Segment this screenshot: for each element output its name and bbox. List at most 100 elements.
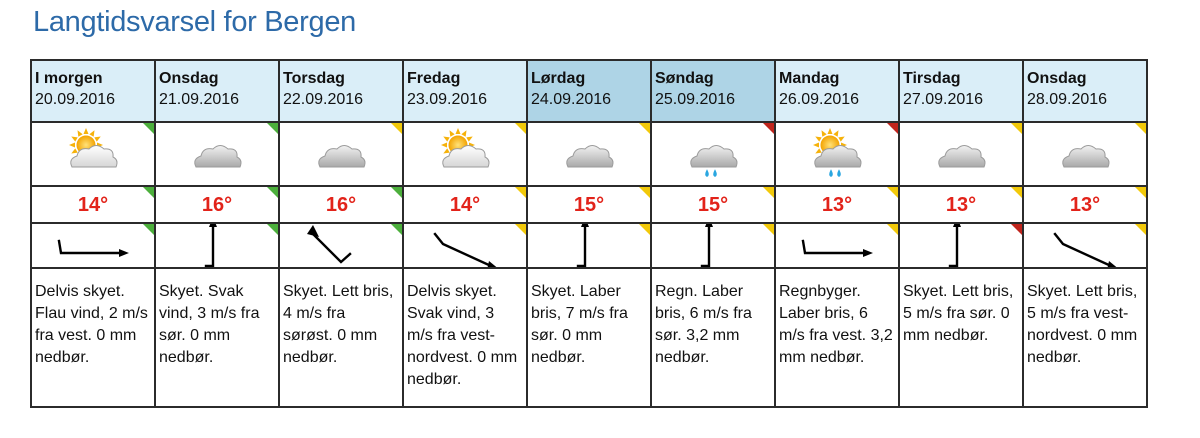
forecast-description: Regnbyger. Laber bris, 6 m/s fra vest. 3… xyxy=(779,283,893,366)
day-header-cell: I morgen 20.09.2016 xyxy=(30,59,156,123)
forecast-quality-marker xyxy=(1011,187,1022,198)
weather-icon-cell xyxy=(650,121,776,187)
temperature-value: 16° xyxy=(325,194,357,216)
temperature-row: 14° 16° 16° 14° 15° 15° 13° 13° 13° xyxy=(30,185,1148,224)
temperature-cell: 13° xyxy=(774,185,900,224)
temperature-cell: 16° xyxy=(278,185,404,224)
forecast-quality-marker xyxy=(887,224,898,235)
day-header-cell: Tirsdag 27.09.2016 xyxy=(898,59,1024,123)
forecast-description: Delvis skyet. Svak vind, 3 m/s fra vest-… xyxy=(407,283,518,388)
temperature-value: 15° xyxy=(573,194,605,216)
wind-arrow-icon xyxy=(801,239,873,257)
temperature-value: 13° xyxy=(945,194,977,216)
cloud-icon xyxy=(318,145,366,168)
temperature-cell: 13° xyxy=(898,185,1024,224)
temperature-cell: 15° xyxy=(526,185,652,224)
forecast-quality-marker xyxy=(391,187,402,198)
day-header-cell: Torsdag 22.09.2016 xyxy=(278,59,404,123)
wind-arrow-icon xyxy=(700,224,713,267)
forecast-quality-marker xyxy=(391,123,402,134)
weather-icon-row xyxy=(30,121,1148,187)
day-header-row: I morgen 20.09.2016 Onsdag 21.09.2016 Torsda… xyxy=(30,59,1148,123)
day-name: I morgen xyxy=(35,70,103,87)
day-date: 25.09.2016 xyxy=(655,91,736,108)
day-name: Tirsdag xyxy=(903,70,961,87)
cloud-icon xyxy=(566,145,614,168)
temperature-cell: 14° xyxy=(30,185,156,224)
wind-cell xyxy=(278,222,404,269)
day-header-cell: Fredag 23.09.2016 xyxy=(402,59,528,123)
forecast-quality-marker xyxy=(143,187,154,198)
wind-cell xyxy=(402,222,528,269)
temperature-cell: 15° xyxy=(650,185,776,224)
weather-icon-cell xyxy=(402,121,528,187)
forecast-quality-marker xyxy=(515,224,526,235)
forecast-quality-marker xyxy=(1135,187,1146,198)
wind-cell xyxy=(774,222,900,269)
wind-cell xyxy=(154,222,280,269)
forecast-description-cell: Regnbyger. Laber bris, 6 m/s fra vest. 3… xyxy=(774,267,900,408)
forecast-quality-marker xyxy=(639,123,650,134)
day-date: 24.09.2016 xyxy=(531,91,612,108)
weather-icon-cell xyxy=(154,121,280,187)
day-header-cell: Mandag 26.09.2016 xyxy=(774,59,900,123)
wind-cell xyxy=(650,222,776,269)
weather-icon-cell xyxy=(526,121,652,187)
temperature-value: 13° xyxy=(1069,194,1101,216)
temperature-value: 14° xyxy=(449,194,481,216)
forecast-description: Skyet. Laber bris, 7 m/s fra sør. 0 mm n… xyxy=(531,283,628,366)
cloud-icon xyxy=(938,145,986,168)
day-name: Lørdag xyxy=(531,70,586,87)
day-name: Onsdag xyxy=(159,70,219,87)
day-date: 20.09.2016 xyxy=(35,91,116,108)
forecast-description-cell: Skyet. Lett bris, 4 m/s fra sørøst. 0 mm… xyxy=(278,267,404,408)
forecast-quality-marker xyxy=(515,187,526,198)
forecast-quality-marker xyxy=(391,224,402,235)
wind-row xyxy=(30,222,1148,269)
partly-cloudy-icon xyxy=(69,128,118,168)
weather-icon-cell xyxy=(774,121,900,187)
forecast-quality-marker xyxy=(763,187,774,198)
weather-icon-cell xyxy=(1022,121,1148,187)
forecast-description-cell: Skyet. Lett bris, 5 m/s fra vest-nordves… xyxy=(1022,267,1148,408)
day-name: Onsdag xyxy=(1027,70,1087,87)
day-name: Mandag xyxy=(779,70,840,87)
wind-arrow-icon xyxy=(204,224,217,267)
forecast-quality-marker xyxy=(887,187,898,198)
temperature-value: 13° xyxy=(821,194,853,216)
day-header-cell: Lørdag 24.09.2016 xyxy=(526,59,652,123)
forecast-description: Delvis skyet. Flau vind, 2 m/s fra vest.… xyxy=(35,283,148,366)
day-header-cell: Søndag 25.09.2016 xyxy=(650,59,776,123)
day-date: 27.09.2016 xyxy=(903,91,984,108)
forecast-quality-marker xyxy=(267,187,278,198)
forecast-quality-marker xyxy=(639,224,650,235)
forecast-quality-marker xyxy=(887,123,898,134)
forecast-description-cell: Delvis skyet. Svak vind, 3 m/s fra vest-… xyxy=(402,267,528,408)
forecast-table: I morgen 20.09.2016 Onsdag 21.09.2016 Torsda… xyxy=(30,59,1148,408)
forecast-quality-marker xyxy=(1011,224,1022,235)
wind-arrow-icon xyxy=(433,232,497,267)
forecast-quality-marker xyxy=(639,187,650,198)
forecast-quality-marker xyxy=(1135,224,1146,235)
page-title: Langtidsvarsel for Bergen xyxy=(33,6,356,38)
day-date: 28.09.2016 xyxy=(1027,91,1108,108)
temperature-cell: 13° xyxy=(1022,185,1148,224)
forecast-quality-marker xyxy=(515,123,526,134)
wind-arrow-icon xyxy=(948,224,961,267)
day-date: 21.09.2016 xyxy=(159,91,240,108)
forecast-description-cell: Skyet. Lett bris, 5 m/s fra sør. 0 mm ne… xyxy=(898,267,1024,408)
weather-icon-cell xyxy=(30,121,156,187)
wind-arrow-icon xyxy=(576,224,589,267)
forecast-description-cell: Skyet. Svak vind, 3 m/s fra sør. 0 mm ne… xyxy=(154,267,280,408)
temperature-value: 14° xyxy=(77,194,109,216)
wind-cell xyxy=(526,222,652,269)
forecast-description-cell: Delvis skyet. Flau vind, 2 m/s fra vest.… xyxy=(30,267,156,408)
day-header-cell: Onsdag 21.09.2016 xyxy=(154,59,280,123)
forecast-quality-marker xyxy=(1011,123,1022,134)
day-name: Torsdag xyxy=(283,70,345,87)
forecast-description-cell: Skyet. Laber bris, 7 m/s fra sør. 0 mm n… xyxy=(526,267,652,408)
day-name: Søndag xyxy=(655,70,714,87)
wind-arrow-icon xyxy=(57,239,129,257)
forecast-quality-marker xyxy=(267,224,278,235)
forecast-description: Regn. Laber bris, 6 m/s fra sør. 3,2 mm … xyxy=(655,283,752,366)
